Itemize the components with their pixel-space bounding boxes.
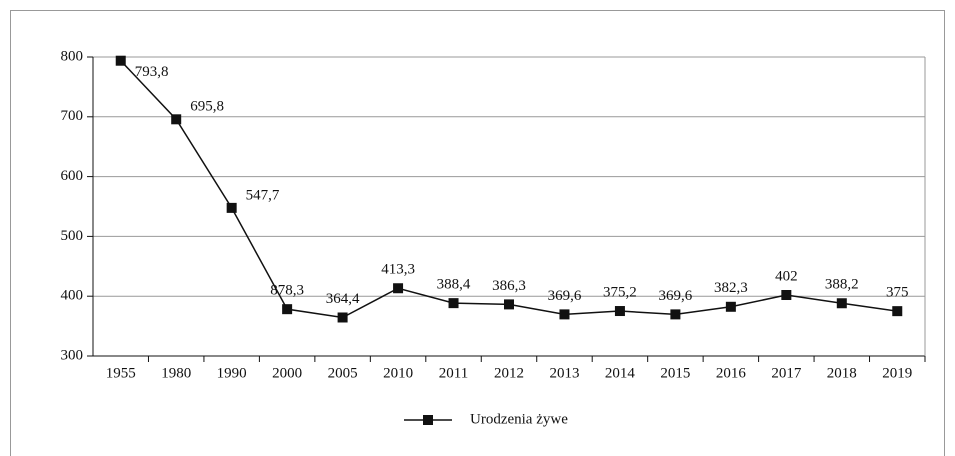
- point-marker: [892, 306, 903, 317]
- data-label: 382,3: [714, 280, 748, 296]
- x-tick-label: 2019: [882, 365, 912, 381]
- data-label: 413,3: [381, 262, 415, 278]
- y-tick-label: 500: [61, 228, 84, 244]
- x-tick-label: 1955: [106, 365, 136, 381]
- point-marker: [836, 298, 847, 309]
- data-label: 364,4: [326, 291, 360, 307]
- point-marker: [226, 202, 237, 213]
- point-marker: [448, 298, 459, 309]
- x-tick-label: 2011: [439, 365, 468, 381]
- data-label: 402: [775, 268, 798, 284]
- point-marker: [781, 290, 792, 301]
- data-label: 375,2: [603, 284, 637, 300]
- data-label: 793,8: [135, 64, 169, 80]
- data-label: 375: [886, 285, 909, 301]
- y-tick-label: 300: [61, 347, 84, 363]
- legend-marker: [423, 415, 433, 425]
- point-marker: [504, 299, 514, 310]
- legend-label: Urodzenia żywe: [470, 411, 568, 427]
- y-tick-label: 600: [61, 168, 84, 184]
- point-marker: [725, 301, 736, 312]
- frame: [10, 10, 945, 456]
- x-tick-label: 2017: [771, 365, 802, 381]
- data-label: 386,3: [492, 278, 526, 294]
- data-label: 369,6: [659, 288, 693, 304]
- y-tick-label: 700: [61, 108, 84, 124]
- point-marker: [559, 309, 570, 320]
- x-tick-label: 1990: [217, 365, 247, 381]
- y-tick-label: 400: [61, 288, 84, 304]
- point-marker: [282, 304, 293, 315]
- x-tick-label: 2014: [605, 365, 636, 381]
- x-tick-label: 2013: [549, 365, 579, 381]
- data-label: 369,6: [548, 288, 582, 304]
- x-tick-label: 2015: [660, 365, 690, 381]
- point-marker: [171, 114, 182, 125]
- x-tick-label: 2005: [328, 365, 358, 381]
- x-tick-label: 2018: [827, 365, 857, 381]
- data-label: 695,8: [190, 99, 224, 115]
- y-tick-label: 800: [61, 48, 84, 64]
- x-tick-label: 2000: [272, 365, 302, 381]
- x-tick-label: 2010: [383, 365, 413, 381]
- data-label: 878,3: [270, 283, 304, 299]
- point-marker: [670, 309, 681, 320]
- point-marker: [393, 283, 404, 294]
- x-tick-label: 1980: [161, 365, 191, 381]
- data-label: 547,7: [246, 187, 280, 203]
- data-label: 388,4: [437, 277, 471, 293]
- point-marker: [614, 306, 625, 317]
- x-tick-label: 2016: [716, 365, 747, 381]
- point-marker: [337, 312, 348, 323]
- x-tick-label: 2012: [494, 365, 524, 381]
- data-label: 388,2: [825, 277, 859, 293]
- point-marker: [115, 55, 126, 66]
